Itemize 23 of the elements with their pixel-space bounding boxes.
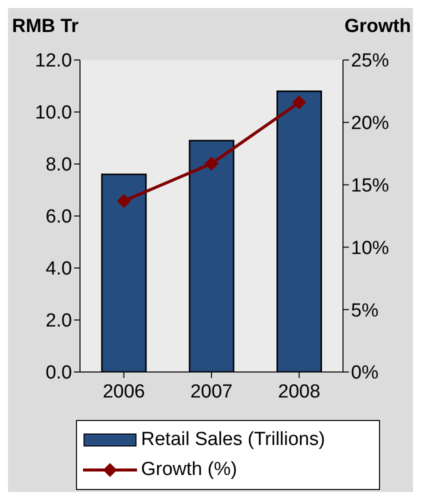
point — [116, 194, 131, 208]
y-tick-label: 6.0 — [46, 206, 72, 228]
x-tick-label: 2007 — [190, 381, 233, 402]
y2-tick-label: 15% — [351, 176, 390, 197]
y-tick-label: 0.0 — [46, 362, 72, 384]
y-axis-title: RMB Tr — [12, 16, 78, 38]
x-tick-label: 2006 — [102, 381, 145, 402]
y-tick-label: 2.0 — [46, 310, 72, 332]
y2-tick-label: 25% — [351, 50, 390, 72]
y-tick-label: 4.0 — [46, 258, 72, 280]
point — [292, 95, 306, 110]
legend-label: Growth (%) — [141, 458, 238, 482]
y2-tick-label: 10% — [351, 238, 390, 259]
y2-tick-label: 5% — [351, 300, 379, 322]
y-tick-label: 8.0 — [46, 154, 72, 176]
y-tick-label: 12.0 — [35, 50, 72, 72]
legend-label: Retail Sales (Trillions) — [141, 428, 326, 452]
y2-axis-title: Growth — [344, 16, 411, 38]
y2-tick-label: 0% — [351, 362, 379, 384]
point — [204, 156, 218, 171]
y2-tick-label: 20% — [351, 113, 390, 134]
y-tick-label: 10.0 — [35, 102, 72, 124]
x-tick-label: 2008 — [278, 381, 320, 402]
